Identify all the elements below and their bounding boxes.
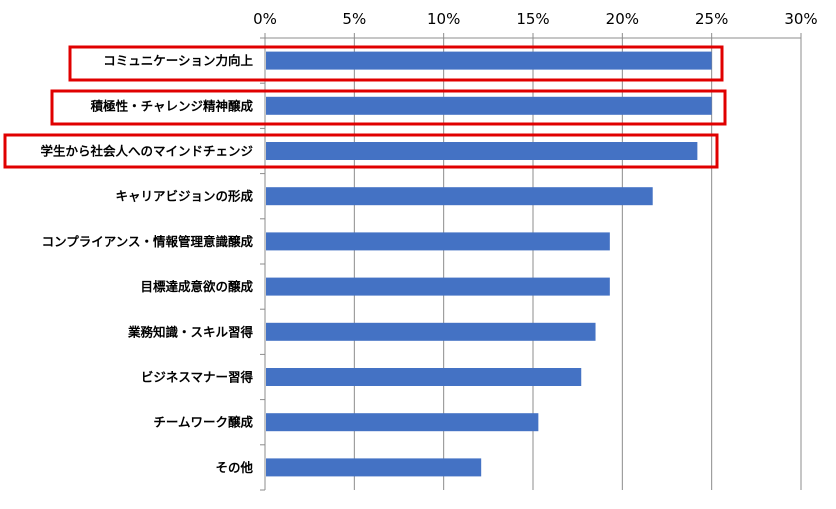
category-label: 積極性・チャレンジ精神醸成 bbox=[90, 98, 254, 113]
x-tick-label: 5% bbox=[342, 10, 366, 28]
category-label: 目標達成意欲の醸成 bbox=[140, 279, 253, 294]
highlight-box bbox=[3, 133, 719, 169]
category-label: チームワーク醸成 bbox=[153, 415, 253, 430]
x-tick-label: 0% bbox=[253, 10, 277, 28]
category-label: コンプライアンス・情報管理意識醸成 bbox=[42, 234, 254, 249]
category-label: キャリアビジョンの形成 bbox=[115, 189, 253, 204]
category-label: ビジネスマナー習得 bbox=[141, 370, 254, 385]
bar bbox=[266, 368, 582, 386]
category-label: 学生から社会人へのマインドチェンジ bbox=[40, 144, 253, 159]
category-label: その他 bbox=[215, 460, 253, 475]
category-label: 業務知識・スキル習得 bbox=[127, 324, 254, 339]
bar bbox=[266, 96, 712, 115]
bar bbox=[266, 187, 653, 206]
bar bbox=[266, 277, 610, 296]
x-tick-label: 15% bbox=[516, 10, 549, 28]
x-tick-label: 20% bbox=[606, 10, 639, 28]
bar bbox=[266, 142, 698, 160]
bar bbox=[266, 322, 596, 341]
x-tick-label: 10% bbox=[427, 10, 460, 28]
bar bbox=[266, 232, 610, 251]
bar bbox=[266, 458, 482, 477]
x-tick-label: 30% bbox=[784, 10, 817, 28]
highlight-box bbox=[68, 45, 724, 82]
category-label: コミュニケーション力向上 bbox=[103, 53, 253, 68]
bar bbox=[266, 51, 712, 70]
x-tick-label: 25% bbox=[695, 10, 728, 28]
highlight-box bbox=[50, 89, 727, 126]
bar bbox=[266, 413, 539, 432]
